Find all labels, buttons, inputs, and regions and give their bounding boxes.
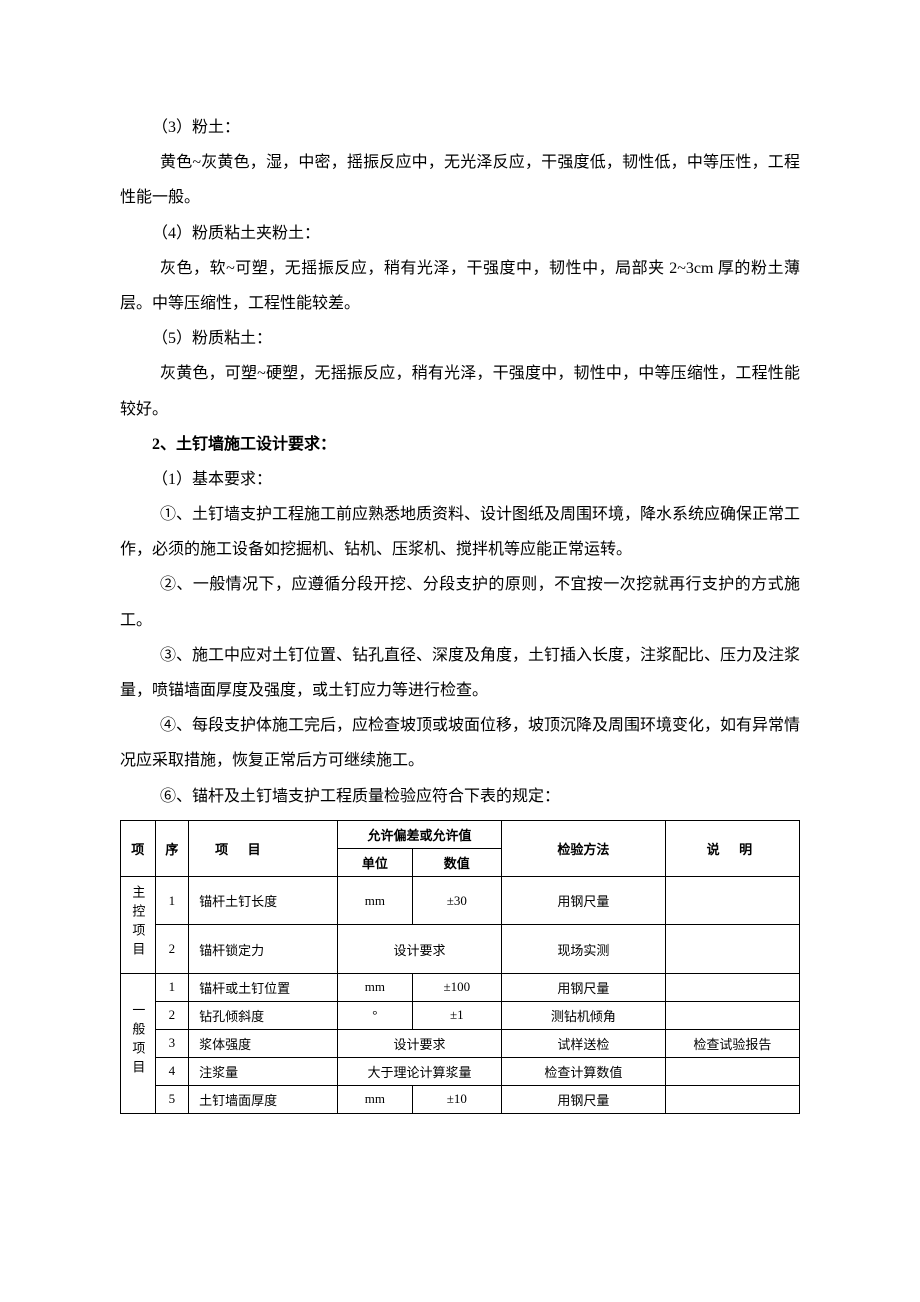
table-row: 5 土钉墙面厚度 mm ±10 用钢尺量: [121, 1085, 800, 1113]
cell-seq: 1: [155, 876, 189, 925]
cell-seq: 4: [155, 1057, 189, 1085]
req-1-4: ④、每段支护体施工完后，应检查坡顶或坡面位移，坡顶沉降及周围环境变化，如有异常情…: [120, 708, 800, 778]
cell-unit: mm: [338, 973, 412, 1001]
th-seq: 序: [155, 820, 189, 876]
th-method: 检验方法: [501, 820, 665, 876]
section-2-heading: 2、土钉墙施工设计要求：: [120, 427, 800, 462]
cell-note: [665, 925, 799, 974]
cell-unit: mm: [338, 1085, 412, 1113]
inspection-table: 项 序 项目 允许偏差或允许值 检验方法 说明 单位 数值 主控项目 1 锚杆土…: [120, 820, 800, 1114]
cell-method: 现场实测: [501, 925, 665, 974]
cell-method: 检查计算数值: [501, 1057, 665, 1085]
cell-value: ±30: [412, 876, 501, 925]
th-tolerance: 允许偏差或允许值: [338, 820, 502, 848]
cell-value: ±10: [412, 1085, 501, 1113]
cell-item: 浆体强度: [189, 1029, 338, 1057]
cell-seq: 5: [155, 1085, 189, 1113]
req-1-2: ②、一般情况下，应遵循分段开挖、分段支护的原则，不宜按一次挖就再行支护的方式施工…: [120, 567, 800, 637]
th-category: 项: [121, 820, 156, 876]
cell-seq: 2: [155, 925, 189, 974]
soil-5-body: 灰黄色，可塑~硬塑，无摇振反应，稍有光泽，干强度中，韧性中，中等压缩性，工程性能…: [120, 356, 800, 426]
cell-merged: 大于理论计算浆量: [338, 1057, 502, 1085]
cell-method: 测钻机倾角: [501, 1001, 665, 1029]
cell-method: 用钢尺量: [501, 1085, 665, 1113]
th-note: 说明: [665, 820, 799, 876]
cell-item: 锚杆锁定力: [189, 925, 338, 974]
cell-method: 试样送检: [501, 1029, 665, 1057]
cell-note: [665, 1001, 799, 1029]
th-unit: 单位: [338, 848, 412, 876]
cell-item: 土钉墙面厚度: [189, 1085, 338, 1113]
cell-value: ±1: [412, 1001, 501, 1029]
cell-note: [665, 973, 799, 1001]
req-1-1: ①、土钉墙支护工程施工前应熟悉地质资料、设计图纸及周围环境，降水系统应确保正常工…: [120, 497, 800, 567]
soil-3-title: （3）粉土：: [120, 110, 800, 145]
th-value: 数值: [412, 848, 501, 876]
cell-merged: 设计要求: [338, 1029, 502, 1057]
cell-item: 注浆量: [189, 1057, 338, 1085]
cell-seq: 2: [155, 1001, 189, 1029]
cell-note: [665, 876, 799, 925]
cell-method: 用钢尺量: [501, 876, 665, 925]
table-row: 主控项目 1 锚杆土钉长度 mm ±30 用钢尺量: [121, 876, 800, 925]
table-row: 2 钻孔倾斜度 ° ±1 测钻机倾角: [121, 1001, 800, 1029]
cell-merged: 设计要求: [338, 925, 502, 974]
soil-5-title: （5）粉质粘土：: [120, 321, 800, 356]
req-1-3: ③、施工中应对土钉位置、钻孔直径、深度及角度，土钉插入长度，注浆配比、压力及注浆…: [120, 638, 800, 708]
table-row: 3 浆体强度 设计要求 试样送检 检查试验报告: [121, 1029, 800, 1057]
soil-4-title: （4）粉质粘土夹粉土：: [120, 216, 800, 251]
table-row: 4 注浆量 大于理论计算浆量 检查计算数值: [121, 1057, 800, 1085]
soil-3-body: 黄色~灰黄色，湿，中密，摇振反应中，无光泽反应，干强度低，韧性低，中等压性，工程…: [120, 145, 800, 215]
cell-note: [665, 1057, 799, 1085]
cell-note: [665, 1085, 799, 1113]
cell-value: ±100: [412, 973, 501, 1001]
cell-seq: 3: [155, 1029, 189, 1057]
soil-4-body: 灰色，软~可塑，无摇振反应，稍有光泽，干强度中，韧性中，局部夹 2~3cm 厚的…: [120, 251, 800, 321]
cell-item: 锚杆土钉长度: [189, 876, 338, 925]
cell-item: 钻孔倾斜度: [189, 1001, 338, 1029]
table-row: 一般项目 1 锚杆或土钉位置 mm ±100 用钢尺量: [121, 973, 800, 1001]
cat-general: 一般项目: [121, 973, 156, 1113]
cell-unit: °: [338, 1001, 412, 1029]
cell-method: 用钢尺量: [501, 973, 665, 1001]
cell-item: 锚杆或土钉位置: [189, 973, 338, 1001]
cat-main: 主控项目: [121, 876, 156, 973]
cell-seq: 1: [155, 973, 189, 1001]
cell-note: 检查试验报告: [665, 1029, 799, 1057]
table-row: 2 锚杆锁定力 设计要求 现场实测: [121, 925, 800, 974]
cell-unit: mm: [338, 876, 412, 925]
th-item: 项目: [189, 820, 338, 876]
table-header-row-1: 项 序 项目 允许偏差或允许值 检验方法 说明: [121, 820, 800, 848]
req-1-title: （1）基本要求：: [120, 462, 800, 497]
req-1-6: ⑥、锚杆及土钉墙支护工程质量检验应符合下表的规定：: [120, 779, 800, 814]
